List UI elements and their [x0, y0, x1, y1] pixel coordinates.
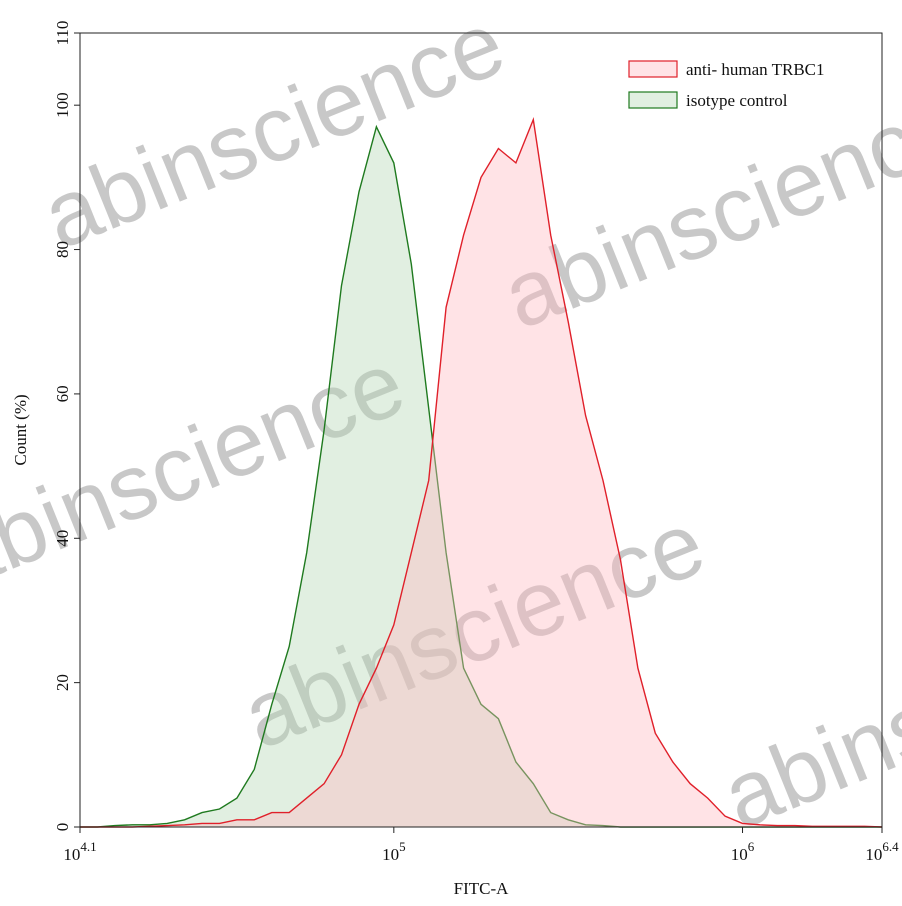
legend-swatch [628, 60, 678, 78]
y-tick-label: 60 [53, 385, 72, 402]
watermark: abinscience [29, 0, 518, 269]
legend-label: anti- human TRBC1 [686, 60, 825, 79]
legend-label: isotype control [686, 91, 788, 110]
x-tick-label: 105 [382, 839, 406, 864]
watermark: abinscience [709, 572, 902, 849]
y-tick-label: 100 [53, 92, 72, 118]
y-tick-label: 40 [53, 530, 72, 547]
x-tick-label: 106 [731, 839, 755, 864]
x-tick-label: 104.1 [63, 839, 96, 864]
y-tick-label: 0 [53, 823, 72, 832]
area-fill [80, 119, 882, 828]
x-axis-label: FITC-A [454, 879, 510, 898]
y-tick-label: 80 [53, 241, 72, 258]
series-line [80, 116, 883, 828]
plot-frame [79, 32, 883, 828]
y-tick-label: 20 [53, 674, 72, 691]
y-tick-label: 110 [53, 21, 72, 46]
y-axis-label: Count (%) [11, 394, 30, 465]
x-tick-label: 106.4 [865, 839, 899, 864]
legend-swatch [628, 91, 678, 109]
